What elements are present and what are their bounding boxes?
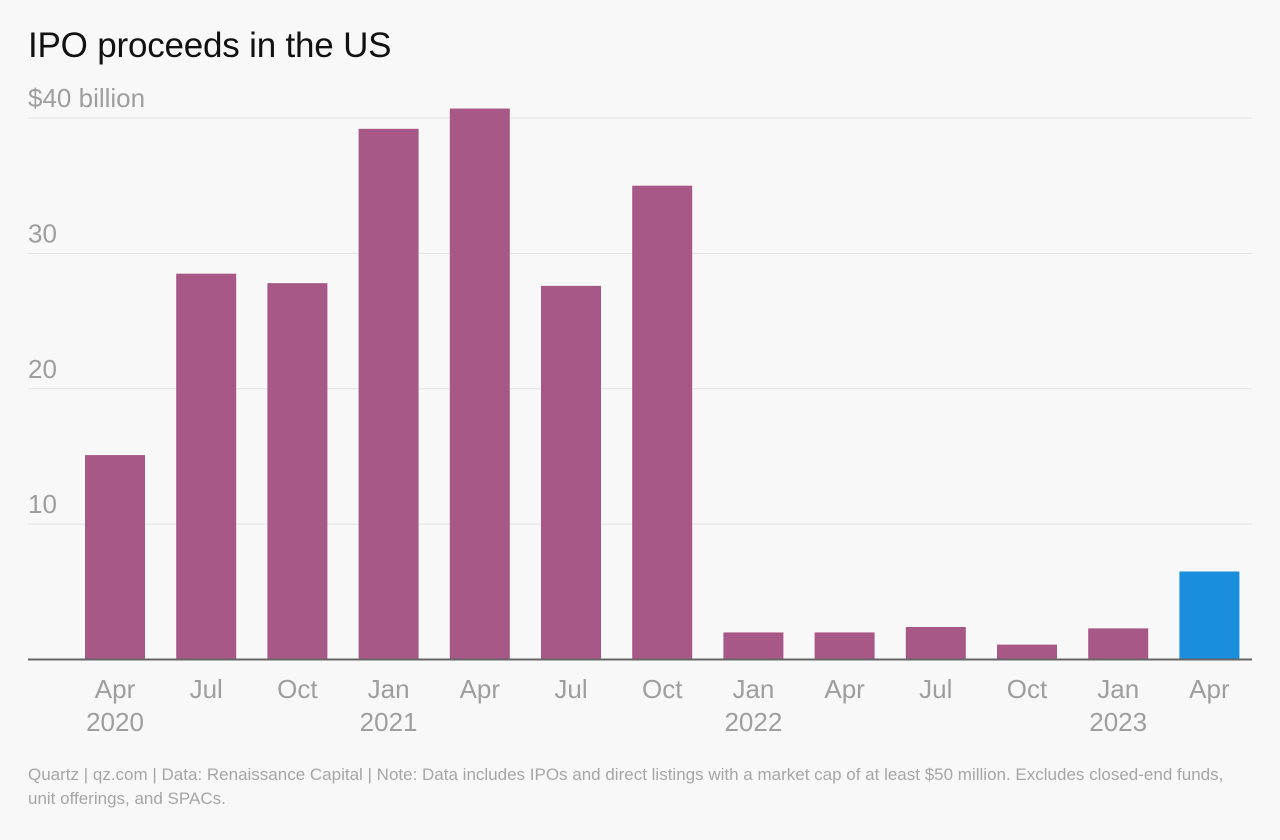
bar-1 <box>176 273 237 660</box>
footer-note: Quartz | qz.com | Data: Renaissance Capi… <box>28 765 1224 808</box>
x-tick-label-7: Jan <box>732 674 774 704</box>
bar-2 <box>267 283 328 660</box>
x-tick-label-8: Apr <box>824 674 865 704</box>
x-tick-year-0: 2020 <box>86 707 144 737</box>
x-tick-label-9: Jul <box>919 674 952 704</box>
x-tick-label-6: Oct <box>642 674 683 704</box>
bar-3 <box>358 128 419 660</box>
x-tick-label-4: Apr <box>460 674 501 704</box>
bar-8 <box>814 632 875 660</box>
chart-title: IPO proceeds in the US <box>28 26 392 65</box>
bar-9 <box>905 627 966 660</box>
bar-0 <box>85 455 145 660</box>
y-tick-label-40: $40 billion <box>28 83 145 113</box>
x-tick-year-3: 2021 <box>360 707 418 737</box>
x-tick-year-7: 2022 <box>724 707 782 737</box>
x-tick-label-1: Jul <box>190 674 223 704</box>
bars <box>85 108 1240 660</box>
x-tick-label-5: Jul <box>554 674 587 704</box>
x-tick-label-3: Jan <box>368 674 410 704</box>
y-tick-label-30: 30 <box>28 218 57 248</box>
x-tick-label-10: Oct <box>1007 674 1048 704</box>
x-tick-label-12: Apr <box>1189 674 1230 704</box>
y-axis-tick-labels: 10 20 30 $40 billion <box>28 83 145 519</box>
bar-7 <box>723 632 784 660</box>
bar-11 <box>1088 628 1149 660</box>
x-tick-label-2: Oct <box>277 674 318 704</box>
x-tick-year-11: 2023 <box>1089 707 1147 737</box>
bar-10 <box>997 644 1057 660</box>
bar-12 <box>1179 571 1240 660</box>
bar-5 <box>541 285 601 660</box>
bar-6 <box>632 185 693 660</box>
y-tick-label-20: 20 <box>28 354 57 384</box>
x-tick-label-11: Jan <box>1097 674 1139 704</box>
x-tick-label-0: Apr <box>95 674 136 704</box>
y-tick-label-10: 10 <box>28 489 57 519</box>
bar-4 <box>449 108 510 660</box>
